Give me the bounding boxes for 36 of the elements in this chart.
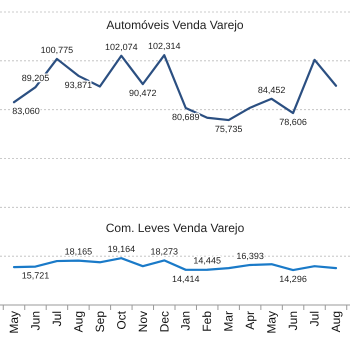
x-tick-label: May — [264, 311, 279, 334]
data-label: 14,414 — [172, 274, 200, 284]
x-tick-label: Feb — [200, 310, 214, 332]
data-label: 93,871 — [64, 80, 92, 90]
data-label: 16,393 — [236, 250, 264, 261]
x-tick-label: Dec — [157, 311, 172, 332]
data-label: 100,775 — [40, 44, 74, 55]
data-label: 18,165 — [64, 246, 92, 257]
x-tick-label: Jan — [178, 311, 193, 330]
x-tick-label: May — [7, 311, 21, 334]
x-tick-label: Jul — [50, 311, 64, 326]
data-label: 14,445 — [193, 256, 221, 266]
data-label: 80,689 — [172, 112, 200, 122]
data-label: 14,296 — [279, 274, 307, 284]
text: Automóveis Venda Varejo — [106, 18, 244, 32]
data-label: 75,735 — [214, 124, 242, 134]
data-label: 84,452 — [258, 84, 286, 95]
data-label: 78,606 — [279, 117, 307, 128]
data-label: 15,721 — [22, 270, 50, 281]
data-label: 83,060 — [12, 106, 40, 116]
x-tick-label: Apr — [243, 311, 258, 330]
x-tick-label: Nov — [136, 311, 150, 332]
text: Com. Leves Venda Varejo — [106, 221, 245, 236]
x-tick-label: Oct — [114, 310, 128, 330]
data-label: 102,074 — [105, 42, 138, 52]
x-tick-label: Aug — [71, 311, 86, 332]
data-label: 19,164 — [108, 244, 136, 254]
x-tick-label: Mar — [222, 311, 236, 332]
x-tick-label: Jun — [286, 311, 300, 330]
x-tick-label: Sep — [92, 310, 107, 332]
x-tick-label: Jul — [308, 311, 322, 326]
x-tick-label: Jun — [28, 311, 42, 330]
data-label: 102,314 — [148, 41, 181, 52]
data-label: 18,273 — [150, 246, 178, 256]
x-tick-label: Aug — [329, 311, 343, 332]
data-label: 90,472 — [129, 88, 157, 98]
